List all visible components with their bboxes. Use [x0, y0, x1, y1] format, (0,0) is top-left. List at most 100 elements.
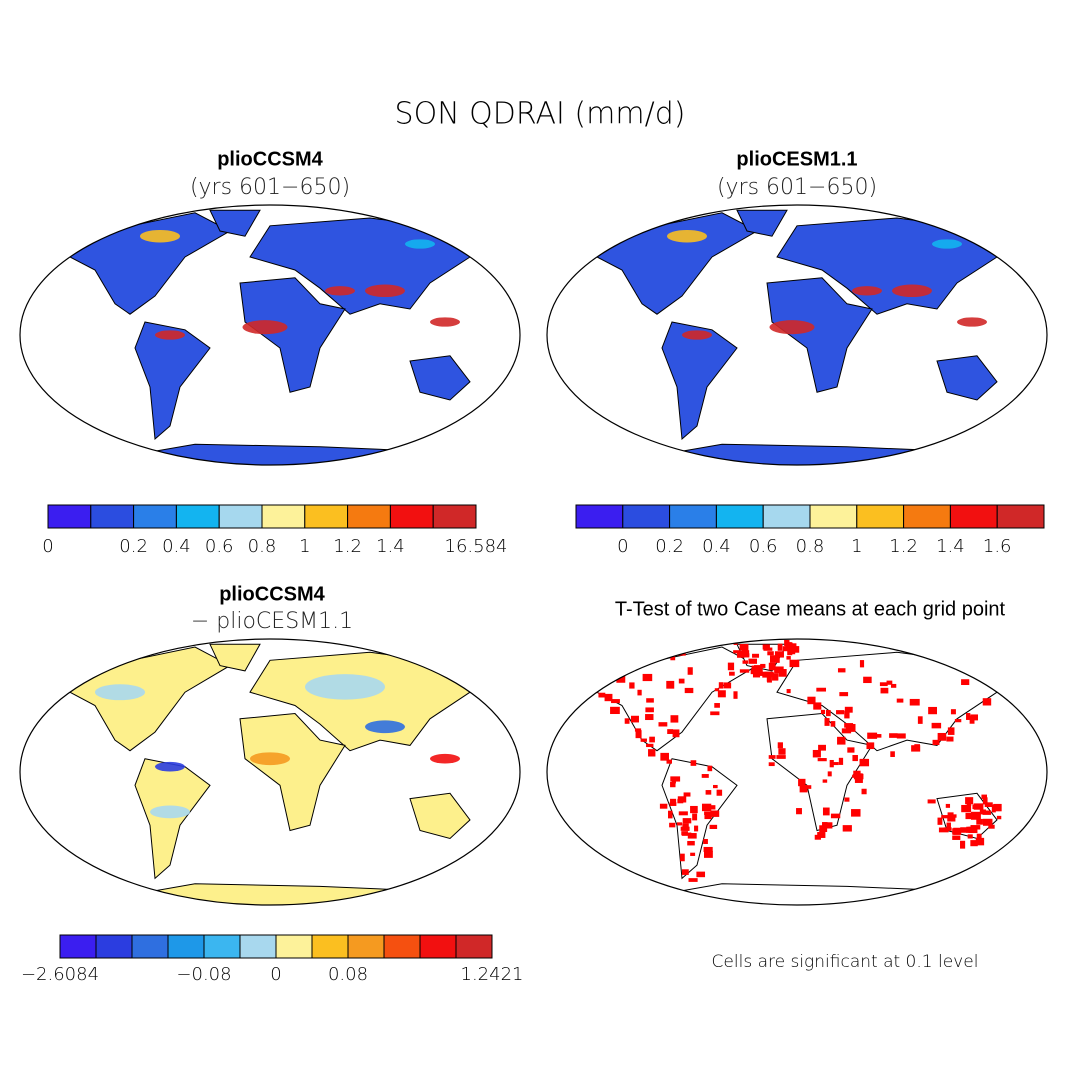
- significant-cell: [937, 732, 947, 741]
- significant-cell: [681, 869, 689, 875]
- colorbar-label: 0.6: [749, 536, 778, 557]
- significant-cell: [789, 659, 800, 668]
- colorbar-label: −0.08: [176, 964, 231, 985]
- continent: [936, 355, 998, 401]
- significant-cell: [947, 727, 955, 735]
- colorbar-label: 0: [42, 536, 53, 557]
- colorbar-label: 1.2421: [461, 964, 524, 985]
- field-patch: [405, 239, 435, 249]
- field-patch: [250, 752, 290, 766]
- colorbar-box: [304, 504, 349, 529]
- significant-cell: [703, 850, 713, 858]
- significant-cell: [813, 702, 822, 710]
- significant-cell: [768, 762, 775, 767]
- significant-cell: [947, 815, 956, 822]
- significant-cell: [672, 729, 680, 738]
- significant-cell: [796, 808, 802, 815]
- significant-cell: [660, 752, 669, 761]
- significant-cell: [668, 810, 673, 819]
- significant-cell: [952, 828, 962, 835]
- significant-cell: [716, 789, 723, 796]
- continent: [119, 443, 447, 465]
- significant-cell: [666, 759, 673, 764]
- colorbar-label: 1.2: [333, 536, 362, 557]
- significant-cell: [778, 748, 786, 755]
- significant-cell: [705, 790, 712, 795]
- significant-cell: [678, 678, 685, 684]
- significant-cell: [768, 755, 776, 759]
- significant-cell: [996, 815, 1002, 820]
- colorbar-label: 1: [299, 536, 310, 557]
- significant-cell: [640, 738, 647, 742]
- significant-cell: [867, 732, 878, 739]
- significant-cell: [733, 691, 738, 699]
- significant-cell: [741, 650, 750, 656]
- panel-subtitle: (yrs 601−650): [717, 175, 877, 200]
- colorbar-box: [575, 504, 624, 529]
- significant-cell: [768, 662, 776, 671]
- significant-cell: [787, 647, 793, 656]
- colorbar-box: [203, 934, 241, 959]
- significant-cell: [966, 713, 971, 720]
- significant-cell: [830, 721, 836, 727]
- colorbar-label: 0.6: [205, 536, 234, 557]
- significant-cell: [874, 734, 882, 738]
- significant-cell: [690, 852, 696, 856]
- significant-cell: [960, 827, 968, 833]
- significant-cell: [624, 718, 630, 724]
- significant-cell: [982, 818, 993, 826]
- significant-cell: [817, 832, 826, 838]
- continent: [736, 209, 788, 237]
- significant-cell: [680, 853, 685, 862]
- significant-cell: [961, 804, 972, 813]
- significant-cell: [659, 803, 668, 809]
- field-patch: [155, 761, 185, 772]
- continent: [409, 355, 471, 401]
- colorbar-box: [275, 934, 313, 959]
- colorbar-box: [133, 504, 177, 529]
- field-patch: [932, 239, 962, 249]
- continent: [646, 883, 974, 905]
- significant-cell: [837, 668, 846, 673]
- significant-cell: [593, 679, 601, 684]
- colorbar-box: [59, 934, 97, 959]
- significant-cell: [748, 658, 758, 664]
- significant-cell: [812, 749, 821, 758]
- significant-cell: [767, 651, 774, 656]
- significant-cell: [789, 643, 797, 647]
- continent: [59, 646, 232, 752]
- significant-cell: [681, 832, 692, 836]
- significant-cell: [976, 833, 982, 839]
- significant-cell: [954, 719, 962, 723]
- significant-cell: [733, 650, 740, 654]
- significant-cell: [917, 716, 923, 724]
- significant-cell: [822, 779, 828, 783]
- significant-cell: [1003, 662, 1008, 669]
- significant-cell: [941, 815, 951, 819]
- colorbar-box: [175, 504, 220, 529]
- continent: [776, 651, 998, 752]
- panel-subtitle: − plioCESM1.1: [191, 609, 353, 634]
- significant-cell: [670, 798, 677, 804]
- significant-cell: [829, 759, 834, 768]
- significant-cell: [961, 679, 970, 686]
- continent: [134, 758, 211, 880]
- significant-cell: [960, 840, 966, 849]
- significant-cell: [914, 744, 920, 752]
- significant-cell: [760, 663, 766, 668]
- significant-cell: [969, 715, 975, 724]
- field-patch: [325, 286, 355, 296]
- significant-cell: [687, 833, 697, 839]
- significant-cell: [971, 813, 978, 819]
- significant-cell: [807, 696, 816, 705]
- significant-cell: [948, 814, 957, 818]
- panel-title: T-Test of two Case means at each grid po…: [615, 598, 1006, 620]
- significant-cell: [669, 802, 677, 806]
- significant-cell: [863, 676, 872, 684]
- figure-title: SON QDRAI (mm/d): [395, 97, 686, 132]
- significant-cell: [818, 744, 826, 751]
- field-patch: [852, 286, 882, 296]
- significant-cell: [852, 755, 858, 762]
- significant-cell: [928, 706, 938, 715]
